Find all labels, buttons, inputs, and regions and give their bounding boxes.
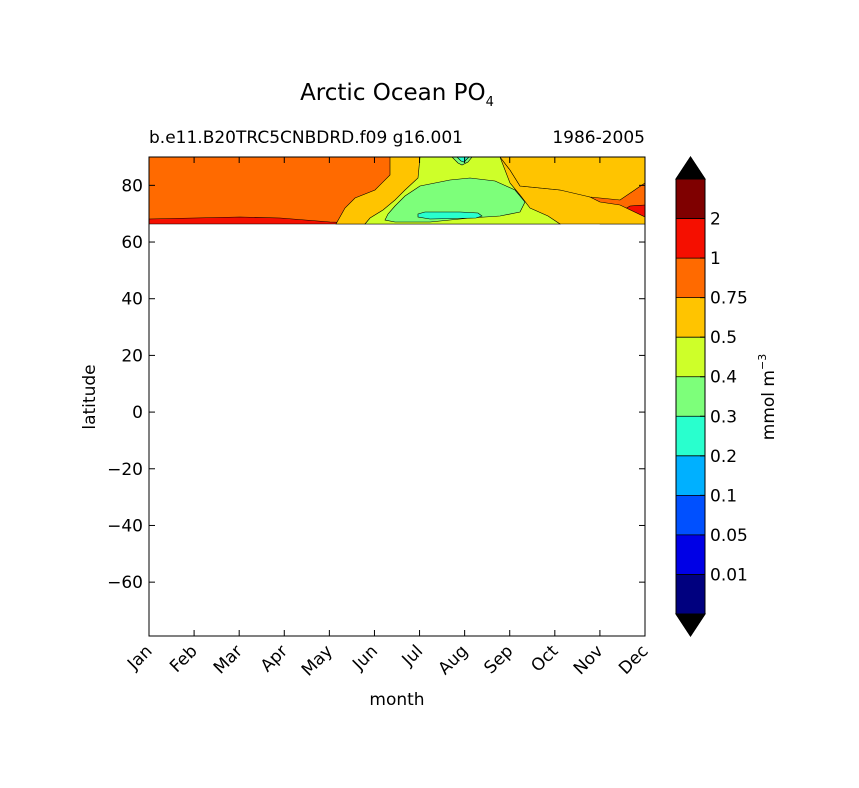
colorbar-tick-label: 0.01 (710, 565, 748, 585)
colorbar-label: mmol m−3 (756, 354, 779, 440)
y-tick-label: −20 (107, 460, 143, 480)
y-tick-label: 80 (121, 176, 143, 196)
x-axis-label: month (369, 690, 424, 710)
plot-background (149, 157, 645, 636)
colorbar: 0.01 0.05 0.1 0.2 0.3 0.4 0.5 0.75 1 2 (675, 156, 748, 637)
colorbar-segment (676, 416, 705, 456)
colorbar-tick-label: 0.3 (710, 407, 737, 427)
y-tick-label: 20 (121, 346, 143, 366)
contour-fill (148, 156, 646, 225)
contour-region-cyan (417, 211, 483, 220)
colorbar-tick-label: 0.4 (710, 368, 737, 388)
x-tick-label: May (298, 641, 337, 680)
colorbar-segment (676, 376, 705, 417)
colorbar-segment (676, 218, 705, 259)
x-tick-label: Sep (480, 641, 517, 678)
colorbar-tick-label: 0.5 (710, 328, 737, 348)
colorbar-tick-label: 2 (710, 210, 721, 230)
x-tick-label: Dec (615, 641, 652, 678)
colorbar-outline (675, 156, 706, 637)
colorbar-segment (676, 534, 705, 575)
colorbar-extend-max (675, 156, 706, 180)
colorbar-segment (676, 455, 705, 496)
colorbar-segment (676, 258, 705, 298)
x-tick-label: Nov (570, 641, 608, 679)
colorbar-segment (676, 337, 705, 377)
x-tick-label: Mar (210, 641, 247, 678)
plot-frame (148, 156, 646, 637)
colorbar-tick-label: 1 (710, 249, 721, 269)
chart-title: Arctic Ocean PO4 (300, 80, 494, 110)
plot-area: Jan Feb Mar Apr May Jun Jul Aug Sep Oct Nov Dec 80 6… (107, 156, 653, 680)
colorbar-segment (676, 495, 705, 535)
x-tick-label: Jul (398, 641, 427, 670)
colorbar-tick-label: 0.2 (710, 447, 737, 467)
y-tick-label: −40 (107, 516, 143, 536)
y-tick-label: 60 (121, 233, 143, 253)
x-tick-label: Oct (527, 641, 562, 676)
colorbar-tick-label: 0.1 (710, 486, 737, 506)
colorbar-extend-min (675, 613, 706, 637)
x-tick-label: Apr (257, 641, 292, 676)
colorbar-tick-label: 0.75 (710, 289, 748, 309)
x-tick-label: Jan (123, 641, 156, 674)
contour-region-green (384, 177, 526, 223)
chart-subtitle-right: 1986-2005 (552, 128, 645, 148)
x-tick-label: Feb (166, 641, 201, 676)
colorbar-segment (676, 297, 705, 338)
y-tick-label: 0 (132, 403, 143, 423)
x-tick-label: Aug (435, 641, 473, 679)
y-tick-label: −60 (107, 573, 143, 593)
colorbar-segment (676, 574, 705, 614)
colorbar-tick-label: 0.05 (710, 526, 748, 546)
x-tick-label: Jun (348, 641, 382, 675)
y-axis: 80 60 40 20 0 −20 −40 −60 (107, 176, 645, 593)
y-axis-label: latitude (80, 364, 100, 429)
chart-subtitle-left: b.e11.B20TRC5CNBDRD.f09 g16.001 (149, 128, 463, 148)
y-tick-label: 40 (121, 290, 143, 310)
colorbar-segment (676, 179, 705, 219)
